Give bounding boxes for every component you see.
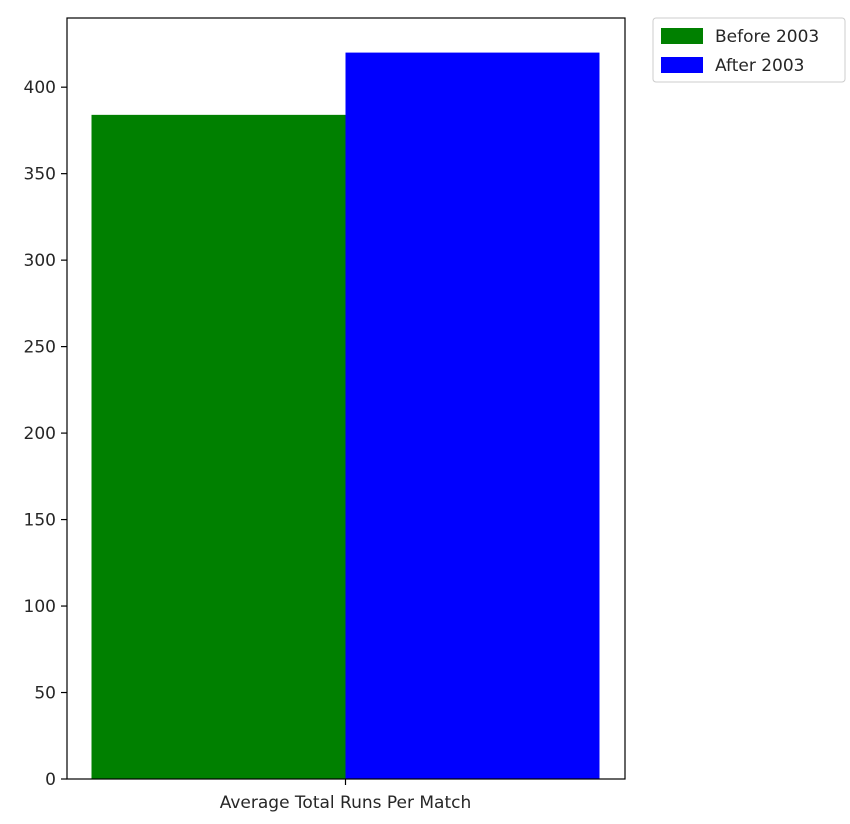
legend-swatch	[661, 28, 703, 44]
y-tick-label: 300	[24, 251, 56, 271]
y-tick-label: 0	[45, 770, 56, 790]
bar-after-2003	[345, 52, 600, 780]
y-tick-label: 350	[24, 165, 56, 185]
y-tick-label: 250	[24, 338, 56, 358]
legend-swatch	[661, 57, 703, 73]
x-axis: Average Total Runs Per Match	[220, 779, 472, 813]
legend-label: After 2003	[715, 56, 805, 76]
y-tick-label: 200	[24, 424, 56, 444]
y-tick-label: 150	[24, 511, 56, 531]
y-tick-label: 100	[24, 597, 56, 617]
y-axis: 0 50 100 150 200 250 300 350 400	[24, 78, 67, 790]
legend-label: Before 2003	[715, 27, 819, 47]
bar-before-2003	[91, 114, 346, 779]
x-tick-label: Average Total Runs Per Match	[220, 793, 472, 813]
y-tick-label: 50	[34, 684, 56, 704]
legend: Before 2003 After 2003	[652, 17, 846, 83]
y-tick-label: 400	[24, 78, 56, 98]
bars-layer	[91, 52, 600, 780]
